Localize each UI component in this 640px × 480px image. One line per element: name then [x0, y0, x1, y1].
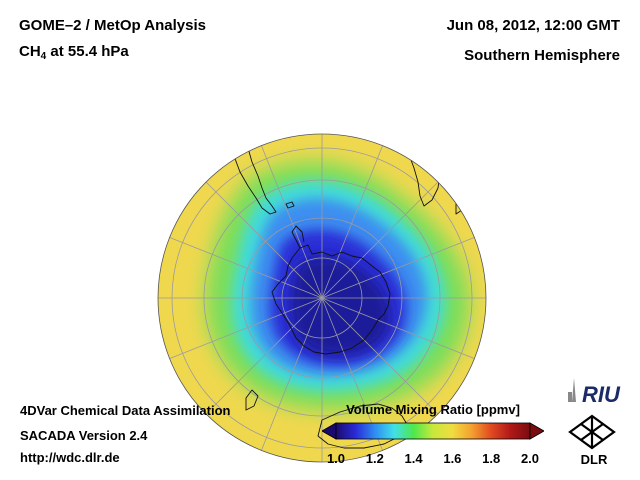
analysis-datetime: Jun 08, 2012, 12:00 GMT	[446, 17, 620, 34]
colorbar-title: Volume Mixing Ratio [ppmv]	[346, 402, 520, 417]
colorbar-gradient	[335, 422, 531, 440]
species-subscript: 4	[40, 51, 47, 62]
footer-assimilation: 4DVar Chemical Data Assimilation	[20, 403, 231, 418]
colorbar-tick-label: 1.2	[365, 451, 384, 466]
colorbar-tick-label: 2.0	[520, 451, 540, 466]
falklands	[285, 201, 295, 209]
globe-outline	[157, 133, 487, 463]
footer-version: SACADA Version 2.4	[20, 428, 148, 443]
colorbar-tick-label: 1.8	[482, 451, 501, 466]
species-base: CH	[19, 43, 41, 60]
antarctic-peninsula	[291, 225, 305, 249]
dlr-logo	[568, 414, 616, 450]
riu-logo: RIU	[568, 378, 621, 407]
new-zealand	[245, 389, 259, 411]
colorbar-low-arrow	[322, 422, 337, 440]
antarctica-coastline	[271, 244, 391, 355]
graticule	[158, 134, 486, 462]
colorbar-tick-label: 1.4	[404, 451, 423, 466]
hemisphere-label: Southern Hemisphere	[464, 47, 620, 64]
colorbar	[322, 422, 544, 440]
colorbar-tick-label: 1.0	[326, 451, 346, 466]
species-pressure: at 55.4 hPa	[46, 43, 129, 60]
map-title: GOME–2 / MetOp Analysis	[19, 17, 206, 34]
colorbar-tick-label: 1.6	[443, 451, 462, 466]
colorbar-high-arrow	[529, 422, 544, 440]
species-label: CH4 at 55.4 hPa	[19, 44, 129, 62]
riu-logo-text: RIU	[582, 382, 621, 407]
footer-url[interactable]: http://wdc.dlr.de	[20, 450, 120, 465]
institute-logos: RIU DLR	[568, 378, 621, 467]
dlr-logo-text: DLR	[581, 452, 608, 467]
